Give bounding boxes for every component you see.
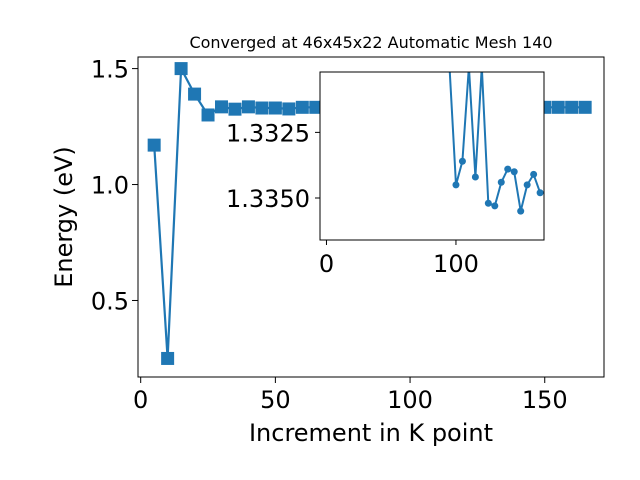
inset-data-point [504,165,512,173]
main-data-point [215,100,229,114]
inset-y-tick-label: 1.3350 [226,185,310,213]
x-tick-label: 0 [133,386,148,414]
main-data-point [551,100,565,114]
main-data-point [188,87,202,101]
inset-data-point [497,178,505,186]
main-data-point [174,62,188,76]
main-data-point [565,100,579,114]
y-tick-label: 1.0 [91,172,129,200]
inset-data-point [452,181,460,189]
main-data-point [161,351,175,365]
inset-data-point [517,207,525,215]
main-data-point [309,100,323,114]
main-data-point [295,100,309,114]
main-data-point [268,101,282,115]
inset-data-point [536,189,544,197]
main-data-point [201,108,215,122]
x-tick-label: 50 [260,386,291,414]
main-axes-frame [137,56,605,378]
x-tick-label: 100 [387,386,433,414]
inset-axes-frame [319,71,545,241]
main-ticks: 0 50 100 150 0.5 1.0 1.5 [91,56,568,414]
main-data-point [147,138,161,152]
inset-series [448,72,544,215]
inset-data-point [523,181,531,189]
inset-y-tick-label: 1.3325 [226,119,310,147]
inset-ticks: 0 100 1.3325 1.3350 [226,119,479,278]
main-data-point [241,100,255,114]
inset-x-tick-label: 0 [319,250,334,278]
inset-data-point [471,173,479,181]
main-data-point [578,100,592,114]
inset-data-point [484,199,492,207]
inset-data-point [510,168,518,176]
inset-series-group [448,72,544,215]
y-axis-label: Energy (eV) [50,146,78,288]
main-data-point [255,101,269,115]
main-data-point [282,102,296,116]
chart-title: Converged at 46x45x22 Automatic Mesh 140 [189,33,552,52]
inset-x-tick-label: 100 [433,250,479,278]
y-tick-label: 1.5 [91,56,129,84]
x-tick-label: 150 [522,386,568,414]
inset-data-point [458,157,466,165]
x-axis-label: Increment in K point [249,419,493,447]
inset-axes: 0 100 1.3325 1.3350 [226,71,545,278]
inset-data-point [530,170,538,178]
y-tick-label: 0.5 [91,287,129,315]
main-data-point [228,102,242,116]
inset-data-point [491,202,499,210]
inset-background [320,72,544,240]
